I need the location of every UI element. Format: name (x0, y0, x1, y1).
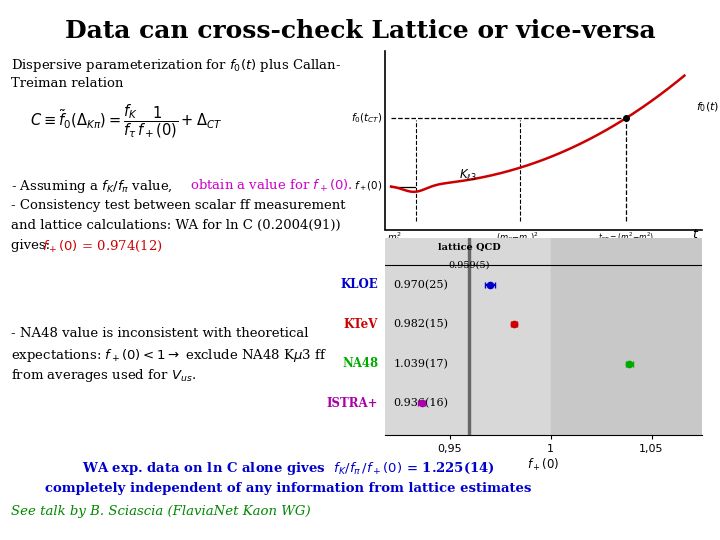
Text: See talk by B. Sciascia (FlaviaNet Kaon WG): See talk by B. Sciascia (FlaviaNet Kaon … (11, 505, 310, 518)
Text: 0.982(15): 0.982(15) (393, 319, 449, 329)
Text: gives:: gives: (11, 239, 54, 252)
Text: 1.039(17): 1.039(17) (393, 359, 448, 369)
Text: 0.959(5): 0.959(5) (448, 260, 490, 269)
Text: $t$: $t$ (692, 228, 699, 241)
Text: - NA48 value is inconsistent with theoretical: - NA48 value is inconsistent with theore… (11, 327, 308, 340)
Text: lattice QCD: lattice QCD (438, 242, 500, 252)
Text: Dispersive parameterization for $f_0(t)$ plus Callan-: Dispersive parameterization for $f_0(t)$… (11, 57, 341, 73)
Text: KLOE: KLOE (341, 279, 378, 292)
Text: $(m_K{-}m_\pi)^2$: $(m_K{-}m_\pi)^2$ (495, 230, 539, 244)
Text: $t_{CT}{=}(m_K^2{-}m_\pi^2)$: $t_{CT}{=}(m_K^2{-}m_\pi^2)$ (598, 230, 654, 245)
Text: - Assuming a $f_K/f_\pi$ value,: - Assuming a $f_K/f_\pi$ value, (11, 178, 173, 195)
Text: NA48: NA48 (342, 357, 378, 370)
Text: $f_0(t)$: $f_0(t)$ (696, 100, 719, 114)
Text: - Consistency test between scalar ff measurement: - Consistency test between scalar ff mea… (11, 199, 346, 212)
Bar (551, 238, 702, 435)
Text: completely independent of any information from lattice estimates: completely independent of any informatio… (45, 482, 531, 495)
Text: 0.970(25): 0.970(25) (393, 280, 448, 290)
Text: Data can cross-check Lattice or vice-versa: Data can cross-check Lattice or vice-ver… (65, 19, 655, 43)
Text: WA exp. data on ln C alone gives  $f_K/f_\pi\, /f_+(0)$ = 1.225(14): WA exp. data on ln C alone gives $f_K/f_… (81, 460, 495, 477)
Text: obtain a value for $f_+(0)$.: obtain a value for $f_+(0)$. (186, 178, 353, 194)
Text: $m_\ell^2$: $m_\ell^2$ (387, 230, 401, 245)
Text: expectations: $f_+(0)<1 \rightarrow$ exclude NA48 K$\mu$3 ff: expectations: $f_+(0)<1 \rightarrow$ exc… (11, 347, 327, 363)
Text: $C \equiv \tilde{f}_0(\Delta_{K\pi}) = \dfrac{f_K}{f_\tau} \dfrac{1}{f_+(0)} + \: $C \equiv \tilde{f}_0(\Delta_{K\pi}) = \… (30, 103, 222, 140)
Text: from averages used for $V_{us}$.: from averages used for $V_{us}$. (11, 367, 196, 383)
Text: and lattice calculations: WA for ln C (0.2004(91)): and lattice calculations: WA for ln C (0… (11, 219, 341, 232)
Text: $f_+(0)$: $f_+(0)$ (354, 180, 382, 193)
Bar (468, 238, 470, 435)
Text: Treiman relation: Treiman relation (11, 77, 123, 90)
X-axis label: $f_+(0)$: $f_+(0)$ (528, 456, 559, 472)
Text: $K_{\ell 3}$: $K_{\ell 3}$ (459, 167, 477, 183)
Text: $f_0(t_{CT})$: $f_0(t_{CT})$ (351, 112, 382, 125)
Text: 0.936(16): 0.936(16) (393, 398, 449, 408)
Text: $f_+(0)$ = 0.974(12): $f_+(0)$ = 0.974(12) (42, 239, 163, 254)
Text: KTeV: KTeV (344, 318, 378, 331)
Text: ISTRA+: ISTRA+ (327, 397, 378, 410)
